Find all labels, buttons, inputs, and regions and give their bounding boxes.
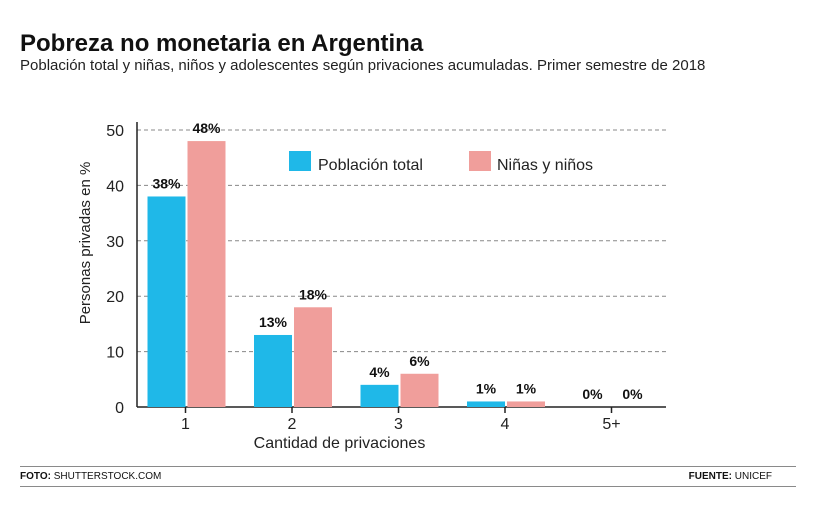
bar [507,401,545,407]
y-tick-label: 40 [106,178,124,195]
y-axis-title: Personas privadas en % [77,162,94,325]
data-label: 1% [516,380,537,396]
bar [360,384,399,407]
data-label: 0% [582,386,603,402]
photo-credit-value: SHUTTERSTOCK.COM [53,471,162,482]
source-credit-label: FUENTE: [688,471,732,482]
photo-credit: FOTO: SHUTTERSTOCK.COM [20,471,161,482]
data-label: 38% [152,175,181,191]
bar [467,401,505,407]
x-tick-label: 1 [181,416,190,433]
source-credit: FUENTE: UNICEF [689,471,772,482]
legend-label: Niñas y niños [497,157,593,174]
x-tick-label: 5+ [602,416,620,433]
y-tick-label: 30 [106,234,124,251]
data-label: 1% [476,380,497,396]
x-tick-label: 2 [288,416,297,433]
data-label: 4% [369,364,390,380]
x-axis-title: Cantidad de privaciones [254,435,426,452]
x-tick-label: 4 [501,416,510,433]
y-tick-label: 50 [106,123,124,140]
bar [294,307,332,407]
data-label: 0% [622,386,643,402]
chart-title: Pobreza no monetaria en Argentina [20,30,424,57]
data-label: 6% [409,353,430,369]
bar [187,141,226,407]
bar [400,373,439,407]
footer-divider-bottom [20,486,796,487]
legend-swatch [469,151,491,171]
y-tick-label: 10 [106,345,124,362]
chart-subtitle: Población total y niñas, niños y adolesc… [20,57,706,74]
data-label: 18% [299,286,328,302]
bar [254,334,292,407]
x-tick-label: 3 [394,416,403,433]
data-label: 13% [259,314,288,330]
data-label: 48% [192,120,221,136]
source-credit-value: UNICEF [734,471,772,482]
bar [147,196,186,407]
legend-label: Población total [318,157,423,174]
legend-swatch [289,151,311,171]
footer-divider-top [20,466,796,467]
y-tick-label: 0 [115,400,124,417]
y-tick-label: 20 [106,289,124,306]
photo-credit-label: FOTO: [20,471,51,482]
